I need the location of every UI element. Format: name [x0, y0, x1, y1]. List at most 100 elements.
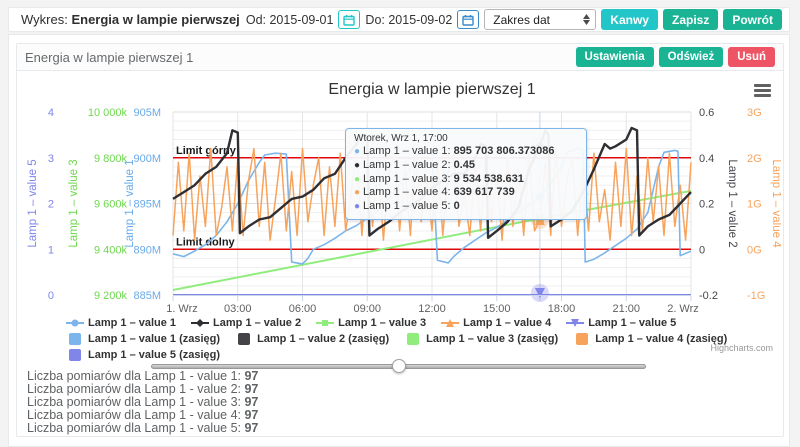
measurement-value: 97: [244, 382, 259, 397]
svg-text:885M: 885M: [133, 290, 161, 302]
legend-item-label: Lamp 1 – value 5 (zasięg): [88, 349, 221, 361]
svg-text:12:00: 12:00: [418, 303, 446, 315]
legend-item[interactable]: Lamp 1 – value 4: [441, 317, 551, 329]
tooltip-series-name: Lamp 1 – value 3:: [363, 172, 454, 185]
svg-text:1: 1: [48, 244, 54, 256]
tooltip-row: ● Lamp 1 – value 2: 0.45: [354, 159, 578, 173]
legend-marker-icon: [69, 349, 81, 361]
svg-text:0G: 0G: [747, 244, 762, 256]
tooltip-series-value: 0.45: [453, 158, 475, 171]
measurement-label: Liczba pomiarów dla Lamp 1 - value 5:: [27, 421, 245, 436]
usun-button[interactable]: Usuń: [728, 47, 775, 67]
chart-export-menu-icon[interactable]: [754, 84, 771, 97]
legend-marker-icon: [407, 333, 420, 345]
series-bullet-icon: ●: [354, 201, 361, 213]
calendar-icon: [343, 14, 356, 26]
legend-marker-icon: [441, 319, 460, 327]
legend-item-label: Lamp 1 – value 3 (zasięg): [426, 333, 559, 345]
svg-text:9 600k: 9 600k: [94, 199, 128, 211]
tooltip-row: ● Lamp 1 – value 5: 0: [354, 200, 578, 214]
svg-text:Lamp 1 – value 3: Lamp 1 – value 3: [68, 159, 80, 247]
svg-text:21:00: 21:00: [612, 303, 640, 315]
measurement-label: Liczba pomiarów dla Lamp 1 - value 1:: [27, 369, 245, 383]
svg-text:Lamp 1 – value 1: Lamp 1 – value 1: [124, 159, 136, 247]
slider-handle[interactable]: [391, 359, 406, 373]
svg-text:900M: 900M: [133, 153, 161, 165]
legend-marker-icon: [238, 333, 251, 345]
svg-text:9 800k: 9 800k: [94, 153, 128, 165]
legend-item[interactable]: Lamp 1 – value 3 (zasięg): [404, 333, 558, 345]
measurement-value: 97: [244, 421, 259, 436]
chart-range-slider[interactable]: [151, 359, 646, 373]
svg-text:0.2: 0.2: [699, 199, 714, 211]
tooltip-series-name: Lamp 1 – value 2:: [363, 158, 454, 171]
measurement-label: Liczba pomiarów dla Lamp 1 - value 3:: [27, 395, 245, 410]
svg-text:3G: 3G: [747, 107, 762, 119]
tooltip-row: ● Lamp 1 – value 4: 639 617 739: [354, 186, 578, 200]
tooltip-series-name: Lamp 1 – value 4:: [363, 186, 454, 199]
svg-text:09:00: 09:00: [353, 303, 381, 315]
svg-text:9 200k: 9 200k: [94, 290, 128, 302]
legend-marker-icon: [191, 319, 210, 327]
measurement-label: Liczba pomiarów dla Lamp 1 - value 4:: [27, 408, 245, 423]
calendar-icon: [462, 14, 474, 26]
svg-text:4: 4: [48, 107, 54, 119]
legend-marker-icon: [566, 319, 585, 327]
date-range-select-value: Zakres dat: [493, 12, 550, 27]
svg-text:0.6: 0.6: [699, 107, 714, 119]
legend-item-label: Lamp 1 – value 4 (zasięg): [595, 333, 728, 345]
legend-item[interactable]: Lamp 1 – value 1 (zasięg): [66, 333, 220, 345]
svg-text:Lamp 1 – value 2: Lamp 1 – value 2: [726, 159, 738, 247]
select-arrows-icon: [583, 14, 591, 25]
legend-item[interactable]: Lamp 1 – value 5 (zasięg): [66, 349, 220, 361]
page-title: Wykres: Energia w lampie pierwszej: [21, 12, 240, 27]
legend-item[interactable]: Lamp 1 – value 1: [66, 317, 176, 329]
measurement-count-line: Liczba pomiarów dla Lamp 1 - value 4: 97: [27, 409, 258, 422]
page-title-prefix: Wykres:: [21, 12, 68, 27]
measurement-value: 97: [244, 408, 259, 423]
legend-item-label: Lamp 1 – value 2: [213, 317, 302, 329]
svg-text:Limit górny: Limit górny: [176, 145, 237, 157]
legend-item[interactable]: Lamp 1 – value 4 (zasięg): [573, 333, 727, 345]
measurement-value: 97: [244, 395, 259, 410]
measurement-count-line: Liczba pomiarów dla Lamp 1 - value 3: 97: [27, 396, 258, 409]
svg-text:Lamp 1 – value 5: Lamp 1 – value 5: [27, 159, 39, 247]
zapisz-button[interactable]: Zapisz: [662, 9, 719, 30]
series-bullet-icon: ●: [354, 159, 361, 171]
legend-item[interactable]: Lamp 1 – value 3: [316, 317, 426, 329]
chart-panel-body: Energia w lampie pierwszej 1 0 1 2 3 4 Lamp 1…: [17, 71, 783, 437]
top-toolbar: Wykres: Energia w lampie pierwszej Od: 2…: [8, 7, 790, 32]
svg-text:15:00: 15:00: [483, 303, 511, 315]
series-bullet-icon: ●: [354, 173, 361, 185]
svg-text:Limit dolny: Limit dolny: [176, 236, 236, 248]
svg-text:895M: 895M: [133, 199, 161, 211]
tooltip-series-value: 0: [453, 200, 460, 213]
date-to-calendar-button[interactable]: [457, 10, 480, 29]
tooltip-series-name: Lamp 1 – value 5:: [363, 200, 454, 213]
svg-text:1G: 1G: [747, 199, 762, 211]
date-from-label: Od: 2015-09-01: [245, 12, 334, 27]
measurement-label: Liczba pomiarów dla Lamp 1 - value 2:: [27, 382, 245, 397]
legend-item[interactable]: Lamp 1 – value 2 (zasięg): [235, 333, 389, 345]
page-title-name: Energia w lampie pierwszej: [71, 12, 240, 27]
tooltip-row: ● Lamp 1 – value 3: 9 534 538.631: [354, 173, 578, 187]
measurement-count-line: Liczba pomiarów dla Lamp 1 - value 1: 97: [27, 369, 258, 383]
kanwy-button[interactable]: Kanwy: [601, 9, 658, 30]
ustawienia-button[interactable]: Ustawienia: [575, 47, 654, 67]
measurement-count-line: Liczba pomiarów dla Lamp 1 - value 5: 97: [27, 422, 258, 435]
legend-item[interactable]: Lamp 1 – value 5: [566, 317, 676, 329]
powrot-button[interactable]: Powrót: [723, 9, 782, 30]
legend-marker-icon: [316, 320, 335, 326]
tooltip-series-value: 639 617 739: [453, 186, 515, 199]
date-from-calendar-button[interactable]: [338, 10, 361, 29]
panel-buttons: Ustawienia Odśwież Usuń: [575, 47, 775, 67]
tooltip-row: ● Lamp 1 – value 1: 895 703 806.373086: [354, 145, 578, 159]
svg-text:2G: 2G: [747, 153, 762, 165]
legend-item-label: Lamp 1 – value 1: [88, 317, 177, 329]
odswiez-button[interactable]: Odśwież: [658, 47, 724, 67]
series-bullet-icon: ●: [354, 187, 361, 199]
svg-text:2: 2: [48, 199, 54, 211]
svg-text:0.4: 0.4: [699, 153, 714, 165]
date-range-select[interactable]: Zakres dat: [484, 9, 597, 30]
legend-item[interactable]: Lamp 1 – value 2: [191, 317, 301, 329]
